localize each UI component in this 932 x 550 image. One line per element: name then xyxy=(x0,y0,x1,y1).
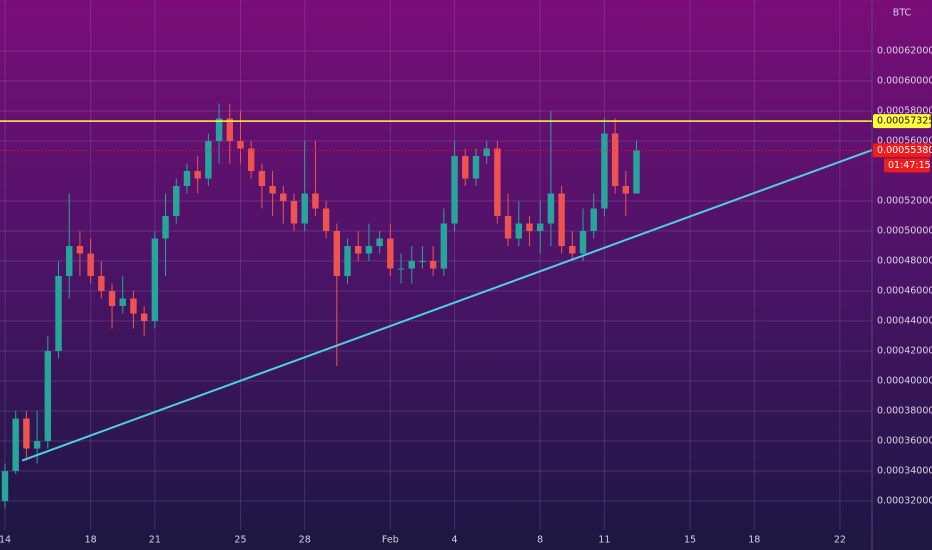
candle-body xyxy=(301,193,308,224)
candle-body xyxy=(23,418,30,449)
candle-body xyxy=(215,118,223,142)
y-tick-label: 0.00042000 xyxy=(877,346,932,357)
y-tick-label: 0.00048000 xyxy=(877,256,932,267)
y-tick-label: 0.00044000 xyxy=(877,316,932,327)
candle-body xyxy=(504,216,512,239)
candle-body xyxy=(119,298,126,307)
candle-body xyxy=(1,471,9,502)
candle-body xyxy=(558,193,565,247)
candle-body xyxy=(205,141,212,179)
candle-body xyxy=(440,223,448,269)
candle-body xyxy=(633,150,640,194)
candle-body xyxy=(365,246,373,254)
countdown-badge xyxy=(884,158,930,173)
candle-body xyxy=(569,246,576,254)
candle-body xyxy=(312,193,319,209)
candle-body xyxy=(12,418,19,472)
y-tick-label: 0.00050000 xyxy=(877,226,932,237)
candle-body xyxy=(194,171,201,179)
candle-body xyxy=(247,148,255,172)
candle-body xyxy=(108,291,116,307)
y-tick-label: 0.00046000 xyxy=(877,286,932,297)
candle-body xyxy=(226,118,233,142)
candle-body xyxy=(55,276,62,352)
candle-body xyxy=(87,253,94,277)
countdown-label: 01:47:15 xyxy=(888,160,931,171)
candle-body xyxy=(397,268,405,270)
candle-body xyxy=(483,148,490,157)
y-tick-label: 0.00036000 xyxy=(877,436,932,447)
candle-body xyxy=(515,223,522,239)
candle-body xyxy=(419,261,426,263)
candle-body xyxy=(333,231,341,277)
candle-body xyxy=(322,208,330,232)
x-tick-label: 25 xyxy=(234,535,246,546)
x-axis-band xyxy=(0,530,932,550)
candle-body xyxy=(611,133,619,187)
candle-body xyxy=(98,276,105,292)
candle-body xyxy=(258,171,266,187)
resistance-badge xyxy=(873,114,931,129)
candle-body xyxy=(462,156,469,179)
resistance-label: 0.00057325 xyxy=(877,116,932,127)
x-tick-label: 15 xyxy=(684,535,696,546)
candle-body xyxy=(429,261,437,269)
candle-body xyxy=(33,441,41,449)
trendline xyxy=(21,149,873,462)
candle-body xyxy=(280,193,287,202)
y-tick-label: 0.00040000 xyxy=(877,376,932,387)
candle-body xyxy=(536,223,544,232)
candle-body xyxy=(44,351,52,442)
candle-body xyxy=(344,246,351,277)
candle-body xyxy=(140,313,148,322)
y-tick-label: 0.00060000 xyxy=(877,76,932,87)
y-tick-label: 0.00032000 xyxy=(877,496,932,507)
candle-body xyxy=(162,216,169,239)
candle-body xyxy=(622,186,630,194)
y-tick-label: 0.00034000 xyxy=(877,466,932,477)
candle-body xyxy=(173,186,180,217)
x-tick-label: 28 xyxy=(299,535,311,546)
x-tick-label: 14 xyxy=(0,535,11,546)
candle-body xyxy=(590,208,597,232)
candle-body xyxy=(237,141,244,149)
candle-body xyxy=(526,223,533,232)
x-tick-label: Feb xyxy=(382,535,399,546)
candle-body xyxy=(547,193,555,224)
x-tick-label: 18 xyxy=(748,535,760,546)
candle-body xyxy=(494,148,501,217)
candle-body xyxy=(76,246,84,254)
candle-body xyxy=(290,201,298,224)
candle-body xyxy=(151,238,159,322)
x-tick-label: 22 xyxy=(834,535,846,546)
x-tick-label: 4 xyxy=(452,535,458,546)
x-tick-label: 18 xyxy=(85,535,97,546)
y-tick-label: 0.00038000 xyxy=(877,406,932,417)
x-tick-label: 8 xyxy=(537,535,543,546)
candle-body xyxy=(472,156,480,179)
last-price-label: 0.00055380 xyxy=(877,145,932,156)
y-tick-label: 0.00056000 xyxy=(877,136,932,147)
unit-label: BTC xyxy=(893,8,912,19)
candle-body xyxy=(451,156,458,224)
candle-body xyxy=(408,261,415,269)
candle-body xyxy=(579,231,587,254)
x-tick-label: 11 xyxy=(598,535,610,546)
last-price-badge xyxy=(873,143,931,158)
candle-body xyxy=(387,238,394,269)
candle-body xyxy=(130,298,137,314)
candle-body xyxy=(269,186,276,194)
y-tick-label: 0.00058000 xyxy=(877,106,932,117)
candle-body xyxy=(601,133,608,209)
candle-body xyxy=(183,171,191,187)
candle-body xyxy=(355,246,362,254)
candle-body xyxy=(376,238,383,247)
candle-body xyxy=(66,246,73,277)
y-tick-label: 0.00052000 xyxy=(877,196,932,207)
y-tick-label: 0.00062000 xyxy=(877,46,932,57)
x-tick-label: 21 xyxy=(149,535,161,546)
